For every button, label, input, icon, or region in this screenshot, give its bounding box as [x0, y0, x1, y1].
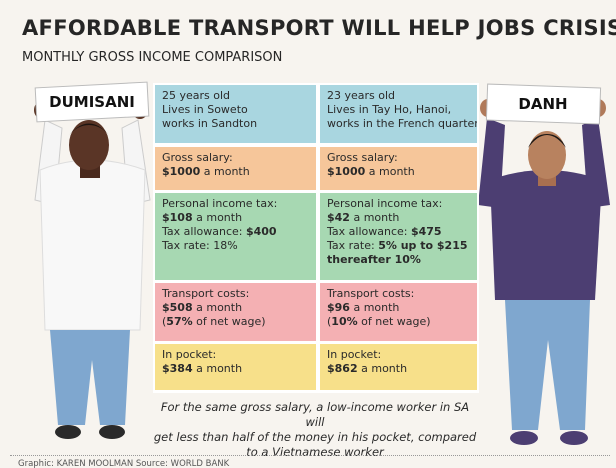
- cell-value: $862: [327, 362, 358, 375]
- person-name: DANH: [518, 95, 567, 113]
- cell-value: $42: [327, 211, 350, 224]
- cell-line: In pocket:: [162, 348, 309, 362]
- cell-text: works in the French quarter: [327, 117, 477, 130]
- cell-line: thereafter 10%: [327, 253, 470, 267]
- cell-text: Transport costs:: [162, 287, 249, 300]
- title: AFFORDABLE TRANSPORT WILL HELP JOBS CRIS…: [22, 16, 616, 40]
- caption-line: For the same gross salary, a low-income …: [150, 400, 480, 430]
- cell-text: works in Sandton: [162, 117, 257, 130]
- caption: For the same gross salary, a low-income …: [150, 400, 480, 460]
- cell-line: works in the French quarter: [327, 117, 470, 131]
- cell-text: a month: [350, 211, 399, 224]
- cell-text: Tax rate:: [327, 239, 378, 252]
- cell-value: thereafter 10%: [327, 253, 421, 266]
- cell-value: 10%: [331, 315, 357, 328]
- cell-text: a month: [358, 362, 407, 375]
- cell-line: Tax allowance: $400: [162, 225, 309, 239]
- cell-value: $1000: [162, 165, 200, 178]
- cell-line: works in Sandton: [162, 117, 309, 131]
- cell-line: Lives in Tay Ho, Hanoi,: [327, 103, 470, 117]
- cell-text: a month: [193, 301, 242, 314]
- cell-text: Tax rate: 18%: [162, 239, 238, 252]
- table-cell: Gross salary:$1000 a month: [155, 147, 316, 190]
- cell-text: Gross salary:: [327, 151, 398, 164]
- cell-text: a month: [350, 301, 399, 314]
- cell-line: $108 a month: [162, 211, 309, 225]
- table-cell: Transport costs:$96 a month(10% of net w…: [320, 283, 477, 341]
- cell-line: Personal income tax:: [327, 197, 470, 211]
- cell-text: a month: [193, 211, 242, 224]
- cell-text: of net wage): [193, 315, 266, 328]
- cell-value: $400: [246, 225, 277, 238]
- cell-line: Gross salary:: [162, 151, 309, 165]
- cell-text: Lives in Soweto: [162, 103, 248, 116]
- cell-line: $508 a month: [162, 301, 309, 315]
- cell-line: (10% of net wage): [327, 315, 470, 329]
- cell-line: 23 years old: [327, 89, 470, 103]
- cell-value: $1000: [327, 165, 365, 178]
- table-cell: In pocket:$384 a month: [155, 344, 316, 390]
- divider: [10, 455, 610, 456]
- cell-line: Lives in Soweto: [162, 103, 309, 117]
- right-person: DANH: [478, 84, 610, 445]
- cell-line: $1000 a month: [327, 165, 470, 179]
- caption-line: to a Vietnamese worker: [150, 445, 480, 460]
- cell-text: a month: [200, 165, 249, 178]
- table-cell: In pocket:$862 a month: [320, 344, 477, 390]
- cell-text: a month: [193, 362, 242, 375]
- person-name: DUMISANI: [49, 93, 135, 111]
- cell-line: Tax allowance: $475: [327, 225, 470, 239]
- cell-text: Gross salary:: [162, 151, 233, 164]
- cell-line: $42 a month: [327, 211, 470, 225]
- cell-text: In pocket:: [162, 348, 216, 361]
- cell-line: $862 a month: [327, 362, 470, 376]
- cell-line: (57% of net wage): [162, 315, 309, 329]
- cell-line: $1000 a month: [162, 165, 309, 179]
- cell-value: 5% up to $215: [378, 239, 467, 252]
- cell-text: Tax allowance:: [162, 225, 246, 238]
- cell-text: a month: [365, 165, 414, 178]
- cell-line: $384 a month: [162, 362, 309, 376]
- cell-line: 25 years old: [162, 89, 309, 103]
- cell-text: Personal income tax:: [327, 197, 442, 210]
- cell-text: Transport costs:: [327, 287, 414, 300]
- cell-line: Personal income tax:: [162, 197, 309, 211]
- subtitle: MONTHLY GROSS INCOME COMPARISON: [22, 50, 282, 65]
- cell-value: $475: [411, 225, 442, 238]
- cell-text: of net wage): [358, 315, 431, 328]
- left-person: DUMISANI: [34, 82, 150, 439]
- cell-line: In pocket:: [327, 348, 470, 362]
- cell-text: 25 years old: [162, 89, 230, 102]
- cell-line: Tax rate: 18%: [162, 239, 309, 253]
- cell-line: Transport costs:: [162, 287, 309, 301]
- cell-value: $96: [327, 301, 350, 314]
- cell-text: In pocket:: [327, 348, 381, 361]
- cell-value: $384: [162, 362, 193, 375]
- infographic: DUMISANI DANH AFFORDABLE TRANSPORT WILL …: [0, 0, 616, 468]
- credit: Graphic: KAREN MOOLMAN Source: WORLD BAN…: [18, 459, 229, 468]
- cell-line: Gross salary:: [327, 151, 470, 165]
- cell-text: Personal income tax:: [162, 197, 277, 210]
- cell-text: Lives in Tay Ho, Hanoi,: [327, 103, 451, 116]
- table-cell: Gross salary:$1000 a month: [320, 147, 477, 190]
- table-cell: Transport costs:$508 a month(57% of net …: [155, 283, 316, 341]
- cell-value: $108: [162, 211, 193, 224]
- cell-value: 57%: [166, 315, 192, 328]
- caption-line: get less than half of the money in his p…: [150, 430, 480, 445]
- cell-text: Tax allowance:: [327, 225, 411, 238]
- cell-text: 23 years old: [327, 89, 395, 102]
- cell-line: Tax rate: 5% up to $215: [327, 239, 470, 253]
- cell-line: $96 a month: [327, 301, 470, 315]
- cell-value: $508: [162, 301, 193, 314]
- cell-line: Transport costs:: [327, 287, 470, 301]
